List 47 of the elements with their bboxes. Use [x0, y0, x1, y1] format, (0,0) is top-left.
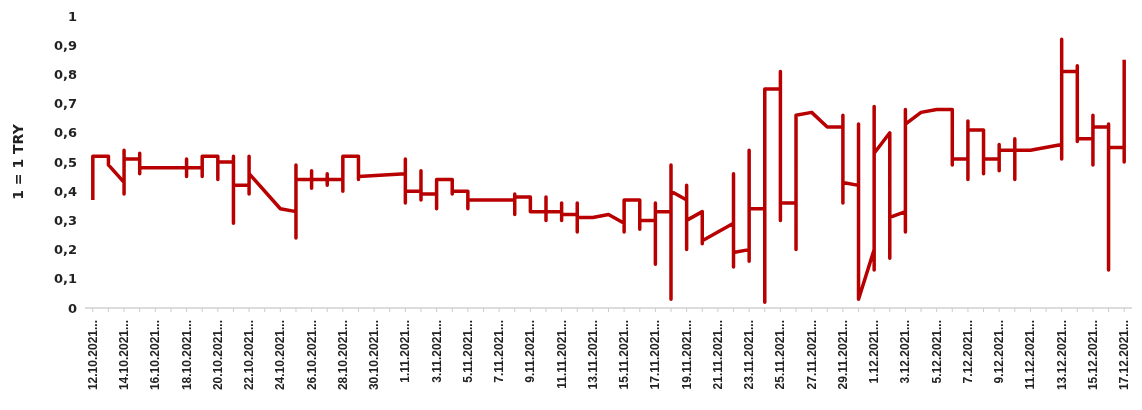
x-tick-label: 15.11.2021...: [617, 320, 632, 390]
x-tick-label: 22.10.2021...: [242, 320, 257, 391]
y-tick-label: 1: [67, 8, 77, 24]
x-tick-label: 7.12.2021...: [960, 320, 975, 384]
x-tick-label: 9.12.2021...: [992, 320, 1007, 384]
x-tick-label: 9.11.2021...: [523, 320, 538, 383]
x-tick-label: 24.10.2021...: [273, 320, 288, 391]
y-tick-label: 0,5: [53, 154, 77, 170]
x-tick-label: 23.11.2021...: [742, 320, 757, 390]
y-tick-label: 0,8: [53, 67, 77, 83]
y-tick-label: 0,6: [53, 125, 77, 141]
y-tick-label: 0,4: [53, 183, 77, 199]
y-axis-title: 1 = 1 TRY: [9, 123, 26, 200]
x-tick-label: 3.11.2021...: [429, 320, 444, 383]
line-series: [91, 37, 1126, 304]
x-tick-label: 19.11.2021...: [679, 320, 694, 390]
y-tick-label: 0,1: [53, 271, 77, 287]
x-tick-label: 26.10.2021...: [304, 320, 319, 391]
x-tick-label: 21.11.2021...: [710, 320, 725, 390]
x-tick-label: 16.10.2021...: [148, 320, 163, 391]
x-tick-label: 11.11.2021...: [554, 320, 569, 389]
x-tick-label: 12.10.2021...: [85, 320, 100, 391]
x-tick-label: 20.10.2021...: [210, 320, 225, 391]
x-tick-label: 29.11.2021...: [835, 320, 850, 390]
x-tick-label: 17.12.2021...: [1117, 320, 1132, 391]
x-tick-label: 27.11.2021...: [804, 320, 819, 390]
x-tick-label: 25.11.2021...: [773, 320, 788, 390]
y-tick-label: 0,7: [53, 96, 77, 112]
x-tick-label: 28.10.2021...: [335, 320, 350, 391]
x-tick-label: 7.11.2021...: [492, 320, 507, 383]
x-tick-label: 15.12.2021...: [1085, 320, 1100, 391]
x-tick-label: 1.12.2021...: [867, 320, 882, 384]
x-tick-label: 11.12.2021...: [1023, 320, 1038, 390]
x-tick-label: 18.10.2021...: [179, 320, 194, 391]
y-tick-label: 0,3: [53, 213, 77, 229]
x-tick-label: 3.12.2021...: [898, 320, 913, 384]
x-tick-label: 13.12.2021...: [1054, 320, 1069, 391]
x-tick-label: 14.10.2021...: [117, 320, 132, 391]
x-tick-label: 30.10.2021...: [367, 320, 382, 391]
y-tick-label: 0,2: [53, 242, 77, 258]
x-tick-label: 5.12.2021...: [929, 320, 944, 384]
y-tick-label: 0: [67, 300, 77, 316]
x-tick-label: 1.11.2021...: [398, 320, 413, 383]
x-tick-label: 17.11.2021...: [648, 320, 663, 390]
y-tick-label: 0,9: [53, 37, 77, 53]
x-tick-label: 13.11.2021...: [585, 320, 600, 390]
x-tick-label: 5.11.2021...: [460, 320, 475, 383]
